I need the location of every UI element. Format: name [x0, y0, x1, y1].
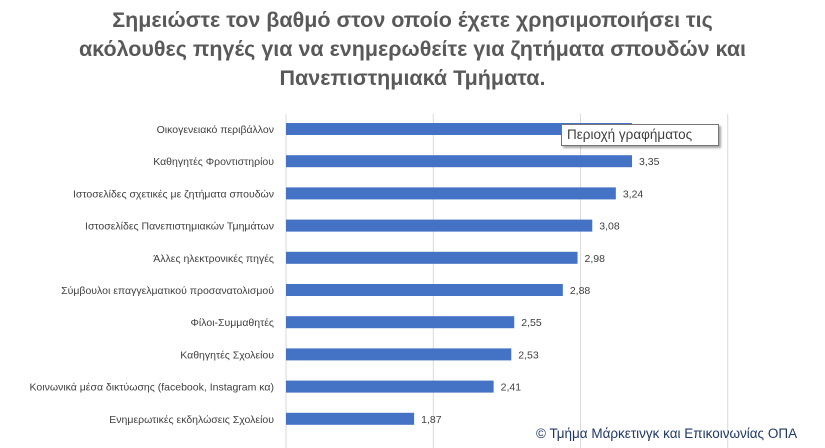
value-label-8: 2,53 [518, 349, 539, 361]
category-label-3: Ιστοσελίδες σχετικές με ζητήματα σπουδών [73, 188, 274, 200]
bar-7[interactable] [286, 316, 515, 329]
category-label-10: Ενημερωτικές εκδηλώσεις Σχολείου [109, 414, 274, 426]
bar-6[interactable] [286, 284, 563, 296]
bar-10[interactable] [286, 412, 415, 425]
value-label-3: 3,24 [623, 188, 644, 200]
category-label-7: Φίλοι-Συμμαθητές [191, 317, 274, 329]
category-label-8: Καθηγητές Σχολείου [180, 349, 274, 361]
value-labels: 3,35 3,24 3,08 2,98 2,88 2,55 2,53 2,41 1,87 [421, 156, 660, 426]
bar-2[interactable] [286, 155, 633, 168]
category-label-4: Ιστοσελίδες Πανεπιστημιακών Τμημάτων [85, 221, 274, 233]
category-label-9: Κοινωνικά μέσα δικτύωσης (facebook, Inst… [30, 382, 274, 394]
bar-3[interactable] [286, 187, 616, 200]
bar-8[interactable] [286, 348, 512, 361]
chart-title-line-3: Πανεπιστημιακά Τμήματα. [279, 66, 546, 90]
value-label-2: 3,35 [639, 156, 660, 168]
category-label-1: Οικογενειακό περιβάλλον [157, 124, 274, 136]
copyright-footer: © Τμήμα Μάρκετινγκ και Επικοινωνίας ΟΠΑ [536, 426, 798, 441]
category-labels: Οικογενειακό περιβάλλον Καθηγητές Φροντισ… [30, 124, 275, 426]
bar-9[interactable] [286, 380, 494, 393]
category-label-6: Σύμβουλοι επαγγελματικού προσανατολισμού [61, 285, 274, 297]
chart-title-line-2: ακόλουθες πηγές για να ενημερωθείτε για … [78, 37, 747, 61]
bars [286, 123, 633, 425]
value-label-7: 2,55 [521, 317, 542, 329]
value-label-6: 2,88 [570, 285, 591, 297]
chart-title-line-1: Σημειώστε τον βαθμό στον οποίο έχετε χρη… [112, 8, 713, 32]
value-label-5: 2,98 [585, 253, 606, 265]
category-label-5: Άλλες ηλεκτρονικές πηγές [153, 253, 274, 265]
bar-5[interactable] [286, 251, 578, 264]
category-label-2: Καθηγητές Φροντιστηρίου [153, 156, 274, 168]
value-label-9: 2,41 [501, 382, 522, 394]
bar-1[interactable] [286, 123, 633, 135]
value-label-4: 3,08 [599, 221, 620, 233]
value-label-10: 1,87 [421, 414, 442, 426]
bar-4[interactable] [286, 219, 593, 232]
chart-area-tooltip: Περιοχή γραφήματος [561, 124, 719, 146]
chart-title: Σημειώστε τον βαθμό στον οποίο έχετε χρη… [0, 6, 825, 93]
